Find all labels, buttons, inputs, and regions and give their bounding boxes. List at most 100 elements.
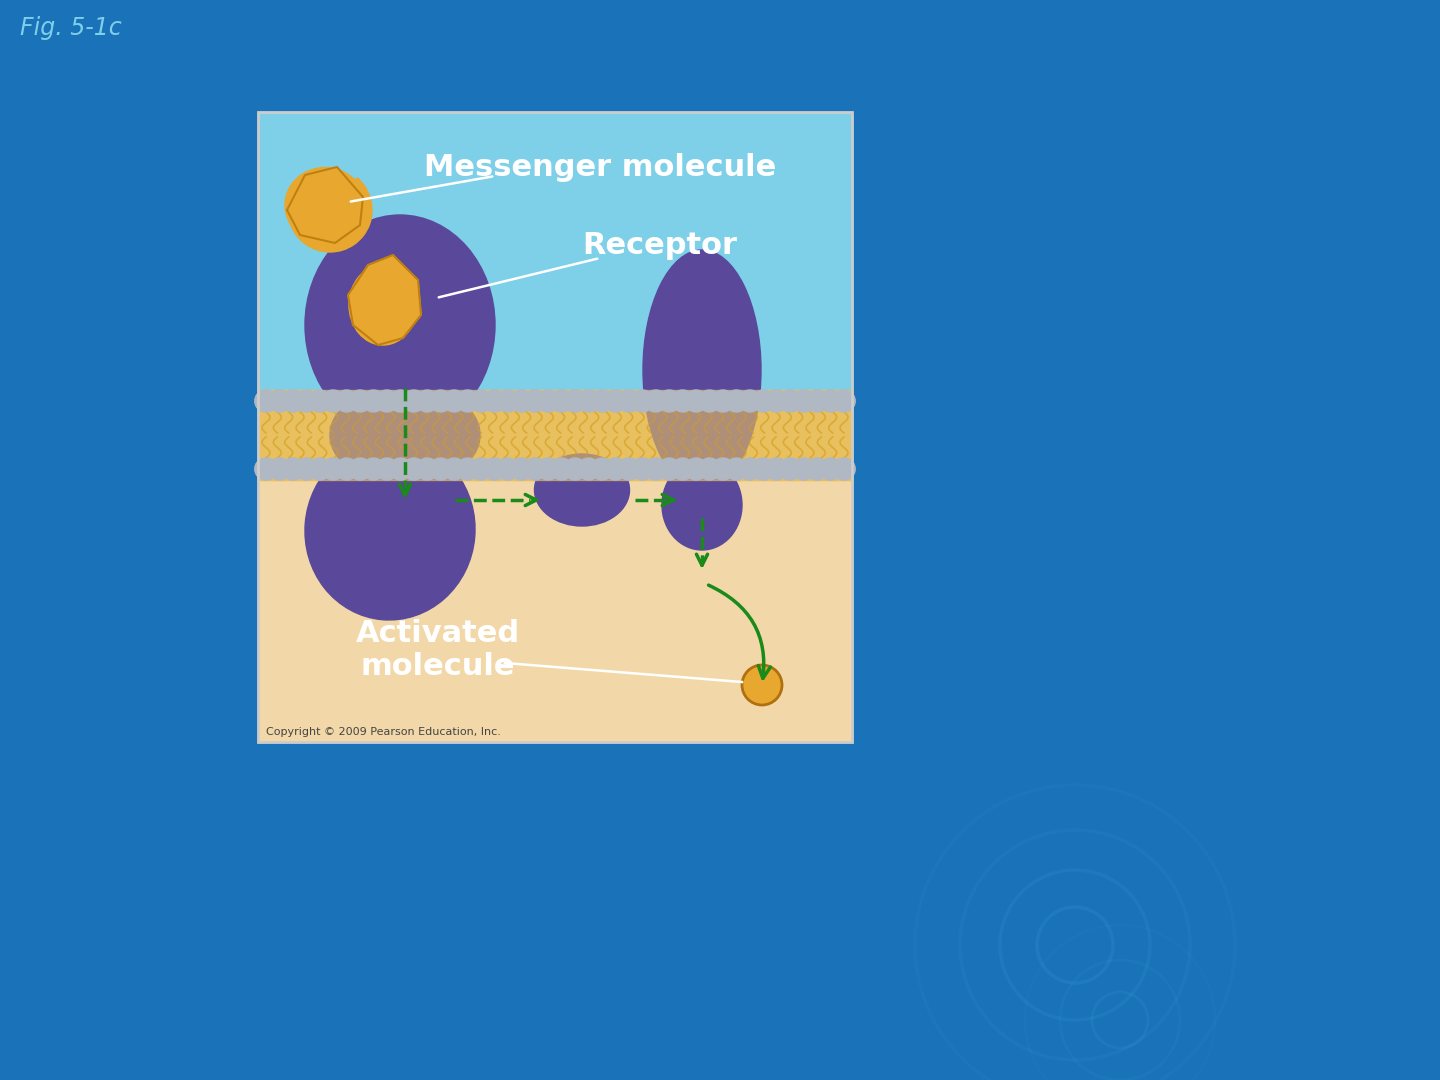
Circle shape xyxy=(524,390,546,411)
Circle shape xyxy=(429,458,452,480)
Circle shape xyxy=(819,390,841,411)
Circle shape xyxy=(752,390,775,411)
Circle shape xyxy=(484,458,505,480)
Ellipse shape xyxy=(369,261,491,419)
Ellipse shape xyxy=(285,167,364,243)
Circle shape xyxy=(497,390,518,411)
Circle shape xyxy=(590,458,613,480)
Circle shape xyxy=(308,458,331,480)
Circle shape xyxy=(308,390,331,411)
Circle shape xyxy=(806,390,828,411)
Circle shape xyxy=(363,458,384,480)
Circle shape xyxy=(484,390,505,411)
Circle shape xyxy=(308,390,331,411)
Circle shape xyxy=(295,458,317,480)
Circle shape xyxy=(389,390,412,411)
Polygon shape xyxy=(348,255,420,345)
Circle shape xyxy=(510,390,533,411)
Circle shape xyxy=(497,458,518,480)
Circle shape xyxy=(752,458,775,480)
Circle shape xyxy=(752,390,775,411)
Circle shape xyxy=(268,458,291,480)
Circle shape xyxy=(348,390,372,411)
Circle shape xyxy=(456,458,478,480)
Circle shape xyxy=(268,390,291,411)
Circle shape xyxy=(323,458,344,480)
Circle shape xyxy=(429,458,452,480)
Ellipse shape xyxy=(289,175,361,240)
Circle shape xyxy=(590,458,613,480)
Circle shape xyxy=(806,458,828,480)
Ellipse shape xyxy=(330,384,480,485)
Circle shape xyxy=(510,458,533,480)
Circle shape xyxy=(832,458,855,480)
Circle shape xyxy=(444,390,465,411)
Circle shape xyxy=(645,458,667,480)
Bar xyxy=(258,475,852,742)
Circle shape xyxy=(658,458,680,480)
Circle shape xyxy=(618,458,639,480)
Ellipse shape xyxy=(305,440,475,620)
Circle shape xyxy=(282,390,304,411)
Circle shape xyxy=(456,458,478,480)
Circle shape xyxy=(323,390,344,411)
Circle shape xyxy=(416,390,438,411)
Circle shape xyxy=(429,390,452,411)
Bar xyxy=(258,112,852,742)
Circle shape xyxy=(739,390,760,411)
Circle shape xyxy=(779,390,801,411)
Circle shape xyxy=(389,458,412,480)
Circle shape xyxy=(348,458,372,480)
Ellipse shape xyxy=(644,249,760,490)
Circle shape xyxy=(779,458,801,480)
Circle shape xyxy=(255,390,276,411)
Circle shape xyxy=(590,390,613,411)
Circle shape xyxy=(792,390,815,411)
Circle shape xyxy=(739,458,760,480)
Circle shape xyxy=(376,390,397,411)
Circle shape xyxy=(295,458,317,480)
Circle shape xyxy=(726,458,747,480)
Circle shape xyxy=(295,390,317,411)
Circle shape xyxy=(766,390,788,411)
Circle shape xyxy=(403,390,425,411)
Circle shape xyxy=(685,458,707,480)
Circle shape xyxy=(671,458,694,480)
Circle shape xyxy=(711,390,734,411)
Circle shape xyxy=(336,390,357,411)
Circle shape xyxy=(510,390,533,411)
Circle shape xyxy=(618,458,639,480)
Circle shape xyxy=(363,390,384,411)
Circle shape xyxy=(497,390,518,411)
Circle shape xyxy=(577,390,599,411)
Circle shape xyxy=(444,458,465,480)
Circle shape xyxy=(792,390,815,411)
Circle shape xyxy=(739,390,760,411)
Circle shape xyxy=(497,458,518,480)
Circle shape xyxy=(726,390,747,411)
Circle shape xyxy=(295,390,317,411)
Circle shape xyxy=(631,458,654,480)
Circle shape xyxy=(766,390,788,411)
Circle shape xyxy=(484,390,505,411)
Circle shape xyxy=(363,390,384,411)
Circle shape xyxy=(698,458,720,480)
Circle shape xyxy=(698,390,720,411)
Circle shape xyxy=(429,390,452,411)
Text: Activated
molecule: Activated molecule xyxy=(356,619,520,681)
Circle shape xyxy=(806,458,828,480)
Circle shape xyxy=(537,458,559,480)
Circle shape xyxy=(711,458,734,480)
Circle shape xyxy=(348,390,372,411)
Circle shape xyxy=(819,458,841,480)
Circle shape xyxy=(456,390,478,411)
Circle shape xyxy=(792,458,815,480)
Circle shape xyxy=(282,458,304,480)
Circle shape xyxy=(645,390,667,411)
Circle shape xyxy=(550,390,573,411)
Circle shape xyxy=(685,458,707,480)
Circle shape xyxy=(336,458,357,480)
Circle shape xyxy=(524,390,546,411)
Circle shape xyxy=(605,390,626,411)
Circle shape xyxy=(779,390,801,411)
